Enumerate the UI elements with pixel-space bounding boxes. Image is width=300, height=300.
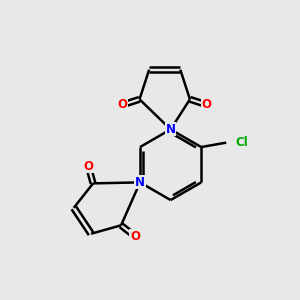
Text: O: O bbox=[130, 230, 140, 243]
Text: O: O bbox=[202, 98, 212, 111]
Text: O: O bbox=[118, 98, 128, 111]
Text: O: O bbox=[83, 160, 93, 173]
Text: N: N bbox=[135, 176, 145, 189]
Text: Cl: Cl bbox=[235, 136, 248, 149]
Text: N: N bbox=[166, 123, 176, 136]
